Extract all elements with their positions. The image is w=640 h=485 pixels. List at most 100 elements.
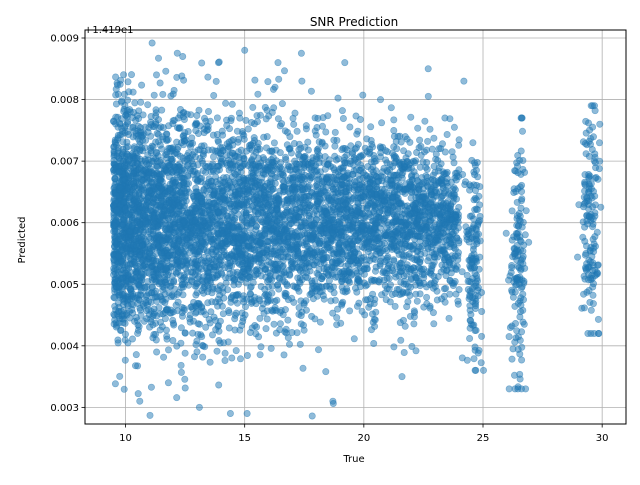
data-point — [346, 279, 352, 285]
data-point — [415, 125, 421, 131]
data-point — [216, 382, 222, 388]
data-point — [298, 321, 304, 327]
data-point — [205, 300, 211, 306]
data-point — [246, 189, 252, 195]
data-point — [307, 236, 313, 242]
data-point — [177, 106, 183, 112]
data-point — [411, 321, 417, 327]
data-point — [371, 323, 377, 329]
data-point — [447, 291, 453, 297]
data-point — [121, 106, 127, 112]
data-point — [229, 355, 235, 361]
data-point — [270, 236, 276, 242]
data-point — [336, 245, 342, 251]
data-point — [176, 125, 182, 131]
data-point — [264, 217, 270, 223]
data-point — [181, 182, 187, 188]
data-point — [306, 260, 312, 266]
data-point — [138, 82, 144, 88]
data-point — [137, 148, 143, 154]
data-point — [281, 68, 287, 74]
data-point — [113, 92, 119, 98]
data-point — [233, 347, 239, 353]
data-point — [224, 240, 230, 246]
data-point — [125, 128, 131, 134]
data-point — [453, 196, 459, 202]
data-point — [271, 321, 277, 327]
data-point — [228, 158, 234, 164]
data-point — [446, 237, 452, 243]
data-point — [302, 172, 308, 178]
data-point — [163, 327, 169, 333]
data-point — [245, 126, 251, 132]
data-point — [320, 195, 326, 201]
data-point — [147, 412, 153, 418]
data-point — [296, 153, 302, 159]
data-point — [315, 200, 321, 206]
data-point — [115, 337, 121, 343]
data-point — [155, 272, 161, 278]
data-point — [438, 296, 444, 302]
data-point — [157, 263, 163, 269]
data-point — [163, 68, 169, 74]
data-point — [241, 218, 247, 224]
data-point — [281, 352, 287, 358]
data-point — [270, 308, 276, 314]
data-point — [288, 150, 294, 156]
data-point — [443, 285, 449, 291]
data-point — [355, 128, 361, 134]
data-point — [111, 295, 117, 301]
data-point — [332, 129, 338, 135]
data-point — [254, 119, 260, 125]
data-point — [242, 304, 248, 310]
data-point — [332, 153, 338, 159]
data-point — [277, 321, 283, 327]
data-point — [122, 357, 128, 363]
data-point — [401, 161, 407, 167]
data-point — [196, 107, 202, 113]
data-point — [185, 150, 191, 156]
data-point — [405, 151, 411, 157]
data-point — [366, 304, 372, 310]
data-point — [425, 93, 431, 99]
data-point — [226, 205, 232, 211]
data-point — [222, 357, 228, 363]
data-point — [427, 213, 433, 219]
data-point — [429, 192, 435, 198]
data-point — [392, 303, 398, 309]
data-point — [308, 88, 314, 94]
data-point — [317, 225, 323, 231]
data-point — [126, 89, 132, 95]
data-point — [365, 163, 371, 169]
data-point — [351, 336, 357, 342]
data-point — [175, 299, 181, 305]
data-point — [339, 107, 345, 113]
data-point — [178, 325, 184, 331]
data-point — [153, 251, 159, 257]
data-point — [261, 195, 267, 201]
data-point — [243, 117, 249, 123]
data-point — [113, 114, 119, 120]
data-point — [309, 413, 315, 419]
data-point — [373, 251, 379, 257]
data-point — [423, 294, 429, 300]
data-point — [323, 129, 329, 135]
data-point — [451, 160, 457, 166]
data-point — [443, 268, 449, 274]
data-point — [121, 162, 127, 168]
data-point — [286, 341, 292, 347]
data-point — [353, 113, 359, 119]
data-point — [279, 100, 285, 106]
data-point — [241, 136, 247, 142]
data-point — [330, 310, 336, 316]
data-point — [314, 211, 320, 217]
data-point — [111, 228, 117, 234]
data-point — [417, 256, 423, 262]
data-point — [170, 309, 176, 315]
data-point — [284, 229, 290, 235]
data-point — [400, 317, 406, 323]
data-point — [323, 368, 329, 374]
data-point — [179, 73, 185, 79]
data-point — [422, 118, 428, 124]
data-point — [382, 282, 388, 288]
